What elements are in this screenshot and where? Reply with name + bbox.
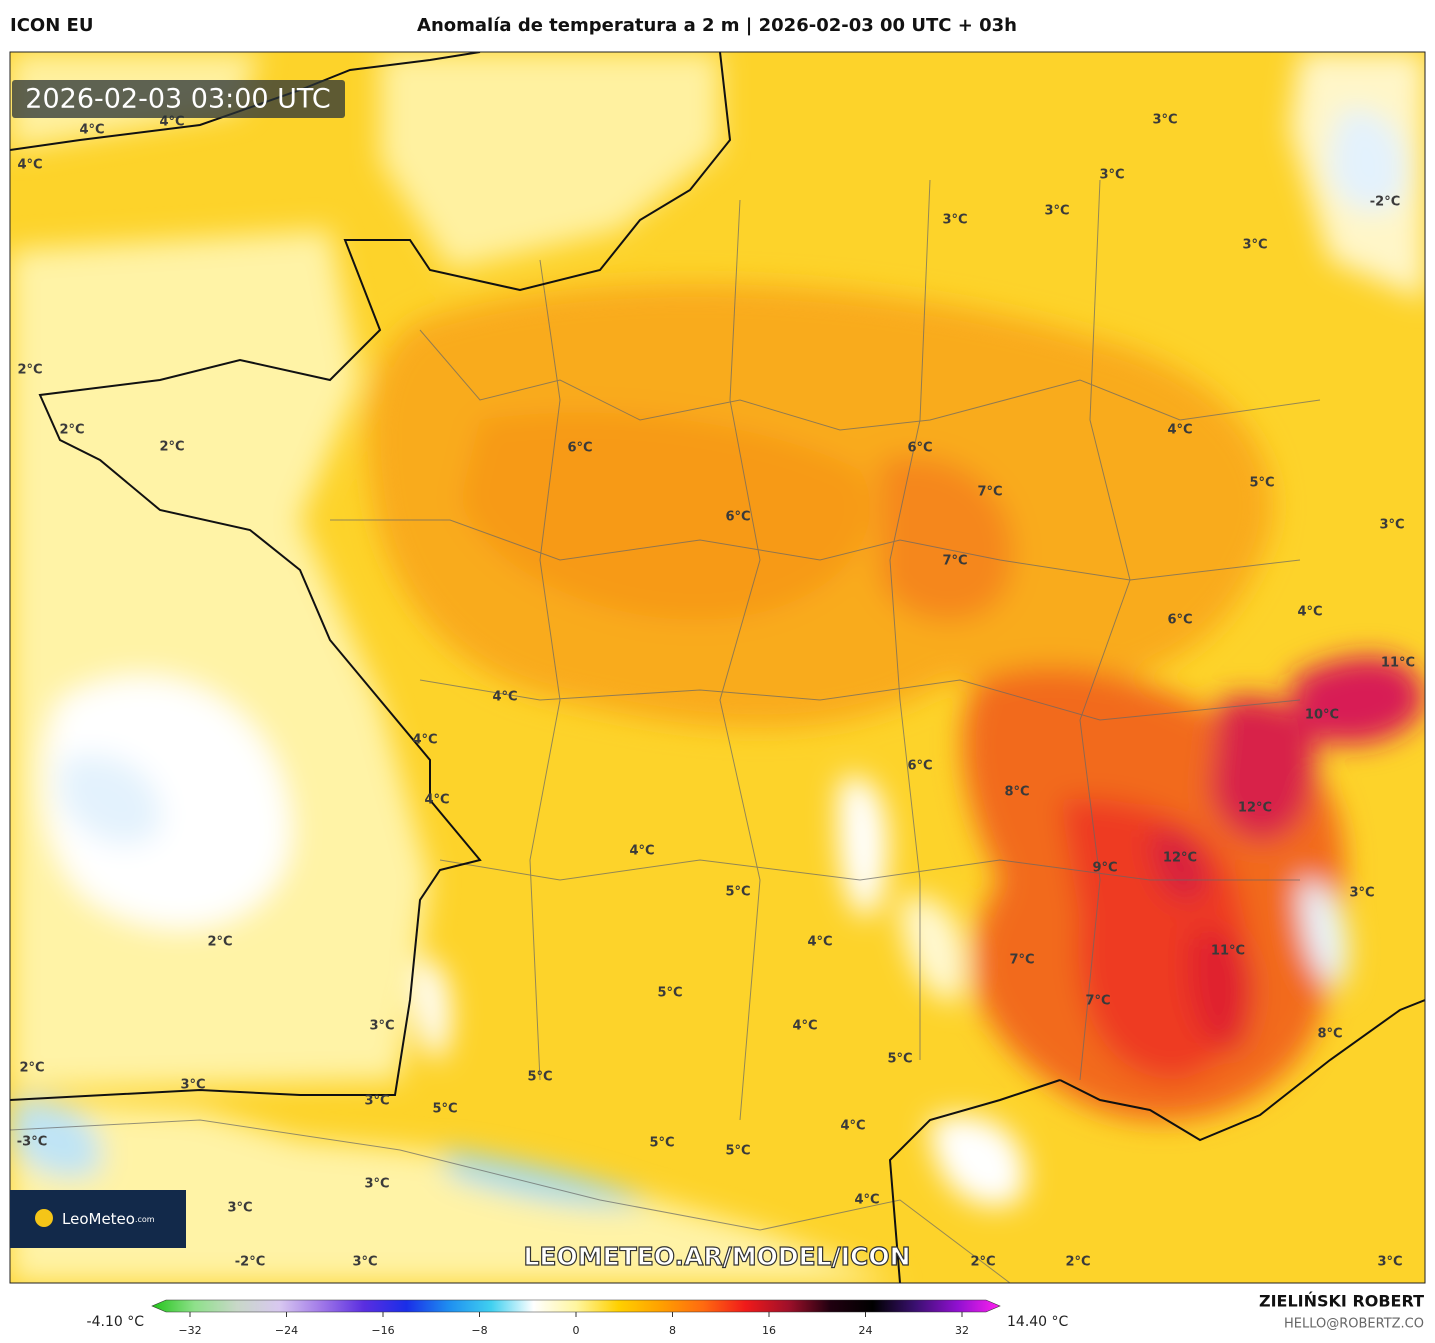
temperature-label: 11°C [1381, 656, 1415, 671]
colorbar-tick-label: −16 [371, 1324, 394, 1337]
temperature-label: 5°C [657, 986, 682, 1001]
temperature-label: 7°C [1085, 994, 1110, 1009]
temperature-label: 2°C [17, 363, 42, 378]
temperature-label: 3°C [364, 1177, 389, 1192]
colorbar-tick-label: 32 [955, 1324, 969, 1337]
temperature-label: 5°C [1249, 476, 1274, 491]
temperature-label: 5°C [527, 1070, 552, 1085]
temperature-label: 4°C [807, 935, 832, 950]
temperature-label: 3°C [1242, 238, 1267, 253]
colorbar-tick-label: 0 [573, 1324, 580, 1337]
logo-sun [35, 1209, 53, 1227]
temperature-label: 3°C [942, 213, 967, 228]
temperature-label: 5°C [725, 1144, 750, 1159]
colorbar-tick-label: 24 [859, 1324, 873, 1337]
temperature-label: 2°C [1065, 1255, 1090, 1270]
temperature-label: 6°C [1167, 613, 1192, 628]
temperature-label: 3°C [352, 1255, 377, 1270]
temperature-label: 3°C [1349, 886, 1374, 901]
watermark: LEOMETEO.AR/MODEL/ICON [523, 1242, 910, 1271]
temperature-label: 4°C [840, 1119, 865, 1134]
timestamp-box [12, 80, 345, 118]
temperature-label: 4°C [1167, 423, 1192, 438]
map-frame [9, 51, 1426, 1284]
colorbar-min: -4.10 °C [87, 1314, 145, 1330]
temperature-label: 2°C [59, 423, 84, 438]
colorbar-ticks: −32 −24 −16 −8 0 8 16 24 32 [178, 1312, 969, 1337]
model-name: ICON EU [10, 15, 93, 36]
temperature-label: 3°C [1377, 1255, 1402, 1270]
temperature-label: 3°C [1099, 168, 1124, 183]
colorbar-tick-label: −24 [275, 1324, 298, 1337]
temperature-label: 3°C [1379, 518, 1404, 533]
temperature-label: 2°C [19, 1061, 44, 1076]
temperature-label: 8°C [1317, 1027, 1342, 1042]
colorbar-max: 14.40 °C [1007, 1314, 1069, 1330]
temperature-label: 6°C [907, 759, 932, 774]
temperature-label: 5°C [725, 885, 750, 900]
colorbar [151, 1299, 1001, 1313]
temperature-field [10, 52, 1425, 1283]
temperature-label: 3°C [1044, 204, 1069, 219]
temperature-label: 9°C [1092, 861, 1117, 876]
temperature-label: 2°C [970, 1255, 995, 1270]
temperature-label: 4°C [424, 793, 449, 808]
colorbar-tick-label: −8 [471, 1324, 487, 1337]
temperature-label: 12°C [1238, 801, 1272, 816]
temperature-label: -2°C [1370, 195, 1400, 210]
logo-text: LeoMeteo.com [62, 1210, 155, 1228]
map-title: Anomalía de temperatura a 2 m | 2026-02-… [417, 15, 1017, 36]
temperature-label: -3°C [17, 1135, 47, 1150]
temperature-label: 6°C [907, 441, 932, 456]
temperature-label: 5°C [649, 1136, 674, 1151]
temperature-label: 11°C [1211, 944, 1245, 959]
logo-suffix: .com [135, 1215, 155, 1224]
temperature-label: 4°C [1297, 605, 1322, 620]
temperature-label: -2°C [235, 1255, 265, 1270]
temperature-label: 2°C [207, 935, 232, 950]
temperature-label: 4°C [412, 733, 437, 748]
temperature-label: 3°C [364, 1094, 389, 1109]
map: 4°C 4°C 4°C 3°C 3°C 3°C 3°C -2°C 3°C 2°C 2°C 2°C 6°C… [10, 52, 1425, 1283]
temperature-label: 3°C [369, 1019, 394, 1034]
temperature-label: 3°C [180, 1078, 205, 1093]
temperature-label: 2°C [159, 440, 184, 455]
temperature-label: 4°C [17, 158, 42, 173]
contact: HELLO@ROBERTZ.CO [1284, 1317, 1424, 1332]
temperature-label: 4°C [159, 115, 184, 130]
temperature-label: 4°C [854, 1193, 879, 1208]
temperature-label: 6°C [725, 510, 750, 525]
temperature-label: 4°C [492, 690, 517, 705]
temperature-label: 6°C [567, 441, 592, 456]
temperature-label: 12°C [1163, 851, 1197, 866]
temperature-label: 5°C [887, 1052, 912, 1067]
temperature-label: 7°C [942, 554, 967, 569]
timestamp: 2026-02-03 03:00 UTC [25, 84, 330, 115]
temperature-label: 4°C [629, 844, 654, 859]
temperature-label: 7°C [1009, 953, 1034, 968]
temperature-label: 3°C [227, 1201, 252, 1216]
temperature-label: 8°C [1004, 785, 1029, 800]
temperature-label: 4°C [79, 123, 104, 138]
colorbar-tick-label: 16 [762, 1324, 776, 1337]
colorbar-tick-label: −32 [178, 1324, 201, 1337]
temperature-labels: 4°C 4°C 4°C 3°C 3°C 3°C 3°C -2°C 3°C 2°C 2°C 2°C 6°C… [17, 113, 1415, 1270]
logo-name: LeoMeteo [62, 1210, 135, 1228]
temperature-label: 4°C [792, 1019, 817, 1034]
author: ZIELIŃSKI ROBERT [1259, 1292, 1424, 1311]
temperature-label: 7°C [977, 485, 1002, 500]
colorbar-tick-label: 8 [669, 1324, 676, 1337]
temperature-label: 3°C [1152, 113, 1177, 128]
temperature-label: 10°C [1305, 708, 1339, 723]
temperature-label: 5°C [432, 1102, 457, 1117]
department-borders [10, 179, 1321, 1283]
